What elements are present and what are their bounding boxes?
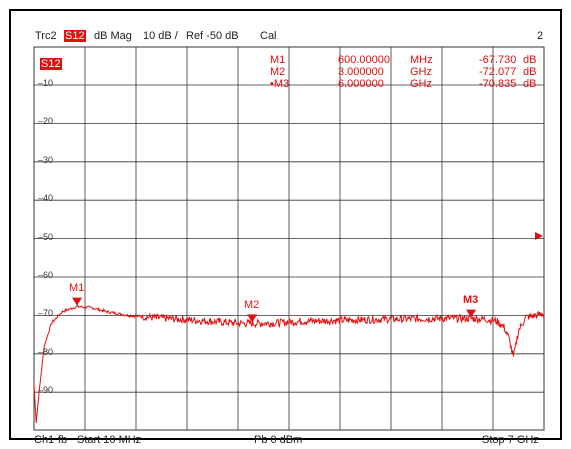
marker-table-cell-freq: 600.00000 — [338, 54, 390, 66]
grid — [33, 46, 545, 431]
y-tick-label: –70 — [38, 308, 54, 319]
y-tick-label: –30 — [38, 154, 54, 165]
marker-table-cell-value: -70.835 — [479, 78, 517, 90]
y-tick-label: –20 — [38, 116, 54, 127]
marker-table-cell-name: M1 — [270, 54, 286, 66]
marker-triangle-icon[interactable] — [466, 309, 477, 318]
reference-value[interactable]: Ref -50 dB — [186, 30, 239, 42]
marker-table-cell-freq-unit: GHz — [410, 78, 432, 90]
trace-format[interactable]: dB Mag — [94, 30, 132, 42]
y-tick-label: –80 — [38, 346, 54, 357]
measurement-parameter[interactable]: S12 — [64, 30, 86, 42]
screen-border — [9, 9, 562, 440]
reference-level-arrow-icon[interactable] — [535, 232, 543, 240]
source-power[interactable]: Pb 0 dBm — [254, 434, 303, 446]
marker-table-cell-freq-unit: GHz — [410, 66, 432, 78]
marker-symbols — [72, 297, 477, 323]
y-tick-label: –50 — [38, 231, 54, 242]
marker-triangle-icon[interactable] — [247, 314, 258, 323]
start-frequency[interactable]: Start 10 MHz — [77, 434, 142, 446]
marker-table-cell-value-unit: dB — [523, 78, 537, 90]
y-tick-label: –60 — [38, 270, 54, 280]
channel-name[interactable]: Ch1 — [34, 434, 55, 446]
marker-table-cell-name: •M3 — [270, 78, 290, 90]
marker-table-cell-freq: 3.000000 — [338, 66, 384, 78]
marker-triangle-icon[interactable] — [72, 297, 83, 306]
trace-line[interactable] — [33, 304, 545, 423]
scale-division[interactable]: 10 dB / — [143, 30, 178, 42]
marker-label-m3[interactable]: M3 — [463, 294, 479, 306]
marker-table-cell-value: -72.077 — [479, 66, 517, 78]
channel-mode: fb — [58, 434, 68, 446]
y-tick-label: –10 — [38, 78, 54, 88]
marker-label-m1[interactable]: M1 — [69, 282, 85, 294]
marker-label-m2[interactable]: M2 — [244, 299, 260, 311]
calibration-status[interactable]: Cal — [260, 30, 277, 42]
trace-name[interactable]: Trc2 — [35, 30, 57, 42]
stop-frequency[interactable]: Stop 7 GHz — [482, 434, 539, 446]
y-tick-label: –90 — [38, 385, 54, 396]
marker-table-cell-value-unit: dB — [523, 54, 537, 66]
marker-table-cell-freq-unit: MHz — [410, 54, 433, 66]
marker-table-cell-freq: 6.000000 — [338, 78, 384, 90]
window-number: 2 — [537, 30, 544, 42]
marker-table-cell-value-unit: dB — [523, 66, 537, 78]
y-tick-label: –40 — [38, 193, 54, 204]
trace-series — [33, 304, 545, 423]
marker-table-cell-name: M2 — [270, 66, 286, 78]
trace-label[interactable]: S12 — [40, 58, 62, 70]
marker-table-cell-value: -67.730 — [479, 54, 517, 66]
